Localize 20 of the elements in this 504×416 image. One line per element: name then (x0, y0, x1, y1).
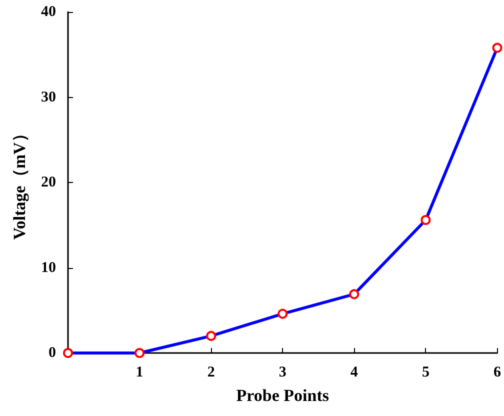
y-tick-label: 40 (41, 4, 56, 20)
y-tick-label: 30 (41, 89, 56, 106)
x-axis-title: Probe Points (236, 386, 330, 405)
y-axis-title: Voltage（mV） (10, 125, 29, 240)
point (134, 348, 145, 358)
y-tick-label: 10 (41, 260, 56, 276)
y-tick-label: 0 (48, 345, 56, 361)
x-tick-label: 3 (278, 364, 286, 380)
point (492, 42, 502, 53)
point (63, 348, 73, 358)
x-tick-label: 6 (494, 364, 502, 380)
point (206, 330, 216, 341)
x-tick-label: 5 (422, 364, 430, 380)
point (349, 289, 360, 300)
point (278, 308, 288, 319)
x-tick-label: 4 (350, 364, 358, 380)
point (420, 215, 431, 226)
x-tick-label: 2 (207, 364, 215, 380)
y-tick-label: 20 (41, 174, 56, 190)
x-tick-label: 1 (136, 364, 144, 380)
